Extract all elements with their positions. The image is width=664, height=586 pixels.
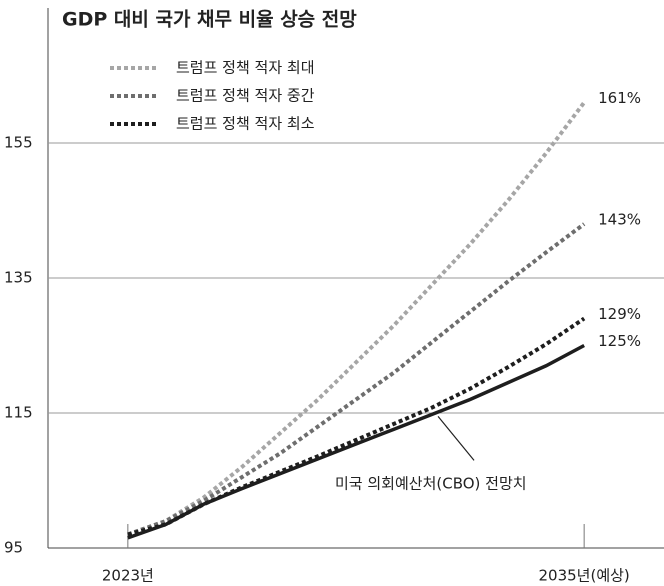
series-line bbox=[127, 343, 585, 540]
legend-label: 트럼프 정책 적자 최대 bbox=[176, 59, 315, 77]
annotation: 미국 의회예산처(CBO) 전망치 bbox=[335, 475, 527, 493]
annotation-leader bbox=[437, 415, 475, 461]
y-tick-label: 135 bbox=[4, 269, 33, 287]
legend-label: 트럼프 정책 적자 최소 bbox=[176, 115, 315, 133]
value-label: 129% bbox=[598, 305, 641, 323]
y-tick-label: 95 bbox=[4, 539, 23, 557]
value-label: 161% bbox=[598, 89, 641, 107]
y-tick-label: 115 bbox=[4, 404, 33, 422]
x-tick-label: 2023년 bbox=[102, 567, 154, 585]
series-line bbox=[127, 222, 586, 537]
legend-label: 트럼프 정책 적자 중간 bbox=[176, 87, 315, 105]
y-tick-label: 155 bbox=[4, 134, 33, 152]
value-label: 125% bbox=[598, 332, 641, 350]
chart-title: GDP 대비 국가 채무 비율 상승 전망 bbox=[62, 9, 357, 31]
series-line bbox=[127, 316, 586, 537]
series-line bbox=[127, 101, 586, 537]
x-tick-label: 2035년(예상) bbox=[539, 567, 630, 585]
value-label: 143% bbox=[598, 211, 641, 229]
